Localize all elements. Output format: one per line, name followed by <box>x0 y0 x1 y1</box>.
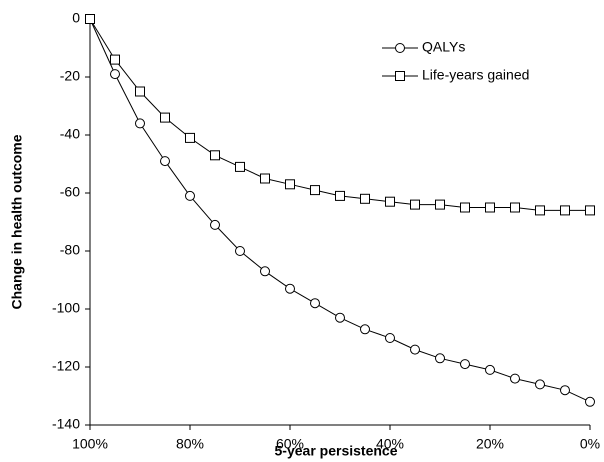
marker <box>435 353 445 364</box>
x-tick-label: 40% <box>376 436 404 452</box>
marker <box>410 199 420 210</box>
marker <box>110 54 120 65</box>
marker <box>510 202 520 213</box>
marker <box>310 185 320 196</box>
y-tick-label: -40 <box>60 126 80 142</box>
y-tick-label: -80 <box>60 242 80 258</box>
marker <box>410 344 420 355</box>
marker <box>135 118 145 129</box>
x-tick-label: 100% <box>72 436 108 452</box>
x-tick-label: 60% <box>276 436 304 452</box>
marker <box>185 132 195 143</box>
legend-marker <box>395 71 405 81</box>
marker <box>460 359 470 370</box>
marker <box>285 283 295 294</box>
legend-label: Life-years gained <box>422 67 529 83</box>
y-tick-label: -140 <box>52 416 80 432</box>
marker <box>560 385 570 396</box>
x-tick-label: 20% <box>476 436 504 452</box>
y-tick-label: -60 <box>60 184 80 200</box>
y-tick-label: -100 <box>52 300 80 316</box>
marker <box>435 199 445 210</box>
marker <box>135 86 145 97</box>
marker <box>560 205 570 216</box>
marker <box>160 156 170 167</box>
marker <box>385 196 395 207</box>
y-tick-label: -120 <box>52 358 80 374</box>
marker <box>485 202 495 213</box>
marker <box>335 312 345 323</box>
legend-label: QALYs <box>422 39 465 55</box>
marker <box>535 205 545 216</box>
marker <box>235 161 245 172</box>
legend-marker <box>395 43 405 53</box>
marker <box>385 333 395 343</box>
x-tick-label: 0% <box>580 436 600 452</box>
x-axis-label: 5-year persistence <box>275 443 398 459</box>
marker <box>310 298 320 309</box>
marker <box>285 179 295 190</box>
marker <box>85 14 95 24</box>
marker <box>510 373 520 384</box>
marker <box>160 112 170 123</box>
marker <box>335 190 345 201</box>
marker <box>360 193 370 204</box>
marker <box>460 202 470 213</box>
marker <box>210 150 220 161</box>
marker <box>235 246 245 256</box>
marker <box>360 324 370 335</box>
marker <box>535 379 545 390</box>
marker <box>210 219 220 230</box>
marker <box>185 190 195 201</box>
marker <box>585 205 595 216</box>
y-tick-label: -20 <box>60 68 80 84</box>
marker <box>110 69 120 80</box>
marker <box>260 266 270 277</box>
marker <box>260 173 270 184</box>
x-tick-label: 80% <box>176 436 204 452</box>
y-axis-label: Change in health outcome <box>9 134 25 309</box>
marker <box>485 364 495 375</box>
marker <box>585 396 595 407</box>
y-tick-label: 0 <box>72 10 80 26</box>
